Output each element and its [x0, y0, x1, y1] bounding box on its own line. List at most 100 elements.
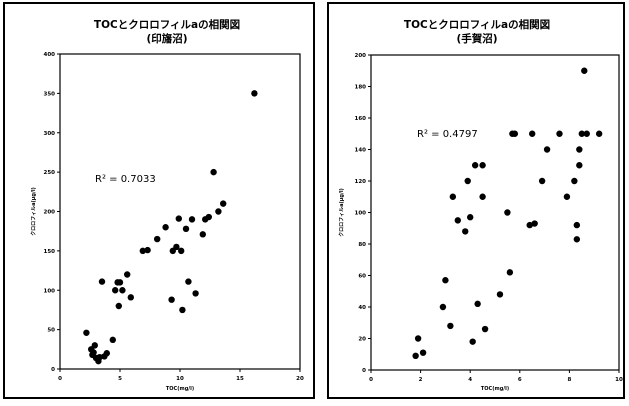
data-point: [511, 130, 519, 137]
data-point: [467, 214, 474, 221]
data-point: [442, 277, 449, 284]
data-point: [583, 130, 590, 137]
data-point: [103, 350, 111, 357]
y-tick-label: 250: [44, 170, 56, 176]
data-point: [578, 130, 585, 137]
data-point: [210, 168, 217, 176]
plot-area-frame: [59, 53, 301, 370]
y-tick-label: 200: [355, 53, 367, 59]
data-point: [178, 247, 185, 255]
data-point: [576, 162, 583, 169]
plot-area-frame: [370, 54, 620, 371]
data-point: [115, 302, 123, 310]
x-axis-label: TOC(mg/l): [166, 386, 194, 392]
x-tick-label: 10: [615, 377, 623, 383]
data-point: [419, 349, 427, 356]
data-point: [504, 209, 511, 216]
chart-subtitle: (手賀沼): [456, 32, 497, 45]
y-tick-label: 40: [358, 305, 366, 311]
data-point: [474, 300, 481, 308]
data-point: [469, 338, 476, 345]
x-tick-label: 15: [236, 376, 244, 382]
y-tick-label: 300: [44, 131, 56, 137]
y-tick-label: 150: [44, 249, 56, 255]
data-point: [90, 349, 97, 356]
r-squared-annotation: R² = 0.4797: [417, 129, 478, 140]
data-point: [179, 306, 186, 314]
data-point: [185, 278, 192, 285]
y-tick-label: 60: [358, 274, 366, 280]
data-point: [139, 247, 146, 255]
data-point: [154, 235, 161, 243]
data-point: [98, 278, 106, 285]
data-point: [556, 130, 563, 137]
y-axis-label: クロロフィルa(μg/l): [30, 187, 37, 236]
data-point: [173, 243, 180, 251]
data-point: [543, 146, 551, 153]
y-tick-label: 80: [358, 242, 366, 248]
data-point: [573, 221, 581, 229]
y-tick-label: 160: [355, 116, 367, 122]
x-tick-label: 10: [176, 376, 184, 382]
y-tick-label: 20: [358, 337, 366, 343]
data-point: [91, 342, 99, 349]
data-point: [188, 216, 196, 223]
x-tick-label: 2: [419, 377, 423, 383]
data-point: [127, 294, 134, 301]
y-tick-label: 200: [44, 210, 56, 216]
chart-panel-inba: TOCとクロロフィルaの相関図 (印旛沼) 0 50 100 150 200 250 300…: [3, 2, 315, 399]
x-tick-label: 5: [118, 376, 122, 382]
data-point: [526, 221, 533, 229]
data-point: [449, 193, 457, 200]
y-tick-label: 100: [44, 288, 56, 294]
data-point: [464, 177, 471, 185]
data-point: [215, 208, 222, 215]
data-point: [595, 130, 603, 137]
y-tick-label: 0: [362, 368, 366, 374]
data-point: [182, 225, 190, 233]
y-tick-label: 400: [44, 52, 56, 58]
data-point: [447, 322, 454, 330]
data-point: [116, 279, 124, 286]
data-point: [454, 217, 461, 224]
data-point: [496, 291, 504, 298]
x-tick-label: 0: [58, 376, 62, 382]
y-axis-label: クロロフィルa(μg/l): [338, 188, 345, 237]
data-point: [96, 353, 103, 361]
chart-subtitle: (印旛沼): [146, 32, 187, 45]
data-point: [479, 162, 486, 169]
chart-title: TOCとクロロフィルaの相関図: [404, 18, 550, 31]
data-point: [199, 231, 206, 238]
data-point: [168, 296, 175, 303]
data-point: [481, 325, 489, 333]
y-tick-label: 100: [355, 211, 367, 217]
data-point: [112, 287, 119, 294]
data-point: [462, 228, 469, 235]
data-point: [251, 90, 258, 97]
data-point: [581, 67, 588, 74]
scatter-chart-inba: TOCとクロロフィルaの相関図 (印旛沼) 050100150200250300…: [30, 18, 304, 392]
data-point: [124, 271, 131, 278]
data-point: [573, 236, 581, 243]
y-tick-label: 0: [51, 367, 55, 373]
chart-title: TOCとクロロフィルaの相関図: [94, 18, 240, 31]
r-squared-annotation: R² = 0.7033: [95, 174, 156, 185]
data-point: [529, 130, 536, 137]
y-tick-label: 50: [47, 328, 55, 334]
data-point: [531, 220, 538, 227]
data-point: [144, 246, 151, 254]
data-point: [479, 193, 486, 200]
y-tick-label: 350: [44, 91, 56, 97]
x-tick-label: 20: [296, 376, 304, 382]
data-point: [571, 177, 578, 185]
data-point: [205, 213, 212, 221]
data-point: [563, 193, 571, 200]
data-point: [192, 290, 199, 297]
y-tick-label: 140: [355, 148, 367, 154]
data-point: [506, 269, 514, 276]
data-point: [439, 303, 447, 311]
data-point: [175, 215, 182, 222]
scatter-chart-teganuma: TOCとクロロフィルaの相関図 (手賀沼) 0 20 40 60 80 100 120 140…: [338, 18, 623, 392]
data-point: [162, 224, 169, 231]
y-tick-label: 120: [355, 179, 367, 185]
